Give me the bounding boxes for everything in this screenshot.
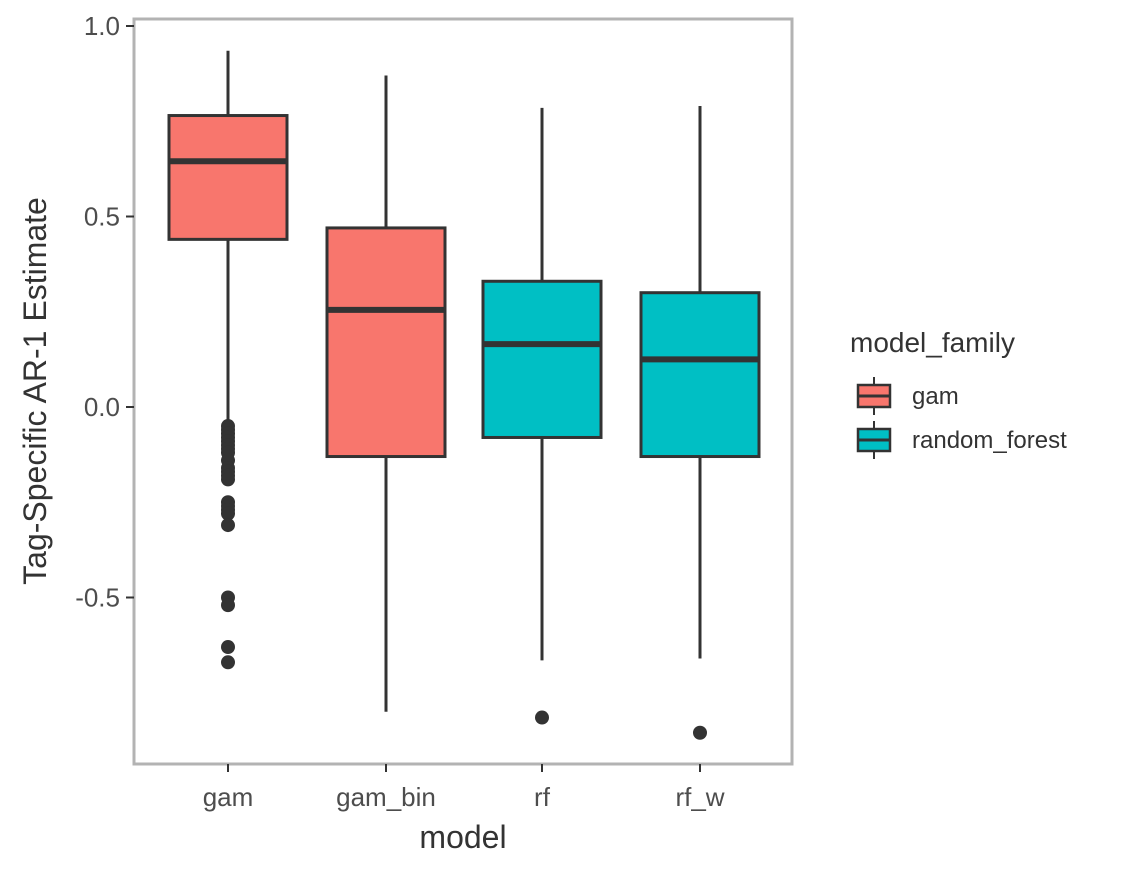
y-axis-title: Tag-Specific AR-1 Estimate (17, 197, 53, 585)
box-body (639, 291, 761, 459)
y-tick-label: -0.5 (75, 583, 120, 613)
outlier-point (221, 640, 235, 655)
plot-marks (167, 50, 761, 740)
box-rf_w (639, 106, 761, 740)
x-tick-label: rf (534, 782, 551, 812)
y-tick-label: 0.5 (84, 202, 120, 232)
x-axis: gam gam_bin rf rf_w (203, 764, 725, 812)
outlier-point (535, 710, 549, 725)
legend-label: gam (912, 383, 959, 410)
x-axis-title: model (419, 819, 506, 855)
outlier-point (221, 506, 235, 521)
panel-border (132, 17, 794, 766)
y-tick-label: 0.0 (84, 392, 120, 422)
legend-title: model_family (850, 327, 1015, 358)
outlier-point (693, 725, 707, 740)
y-axis: -0.5 0.0 0.5 1.0 (75, 11, 134, 613)
x-tick-label: rf_w (675, 782, 724, 812)
legend: model_family gam random_forest (850, 327, 1067, 459)
outlier-point (221, 655, 235, 670)
legend-label: random_forest (912, 427, 1067, 454)
box-body (167, 114, 289, 241)
outlier-point (221, 472, 235, 487)
legend-entry-gam: gam (856, 377, 959, 415)
box-rf (481, 107, 603, 725)
x-tick-label: gam_bin (336, 782, 436, 812)
box-gam (167, 50, 289, 670)
y-tick-label: 1.0 (84, 11, 120, 41)
x-tick-label: gam (203, 782, 254, 812)
outlier-point (221, 598, 235, 613)
box-gam_bin (325, 75, 447, 712)
outlier-point (221, 518, 235, 533)
box-body (325, 226, 447, 459)
box-body (481, 279, 603, 439)
legend-entry-random_forest: random_forest (856, 421, 1067, 459)
